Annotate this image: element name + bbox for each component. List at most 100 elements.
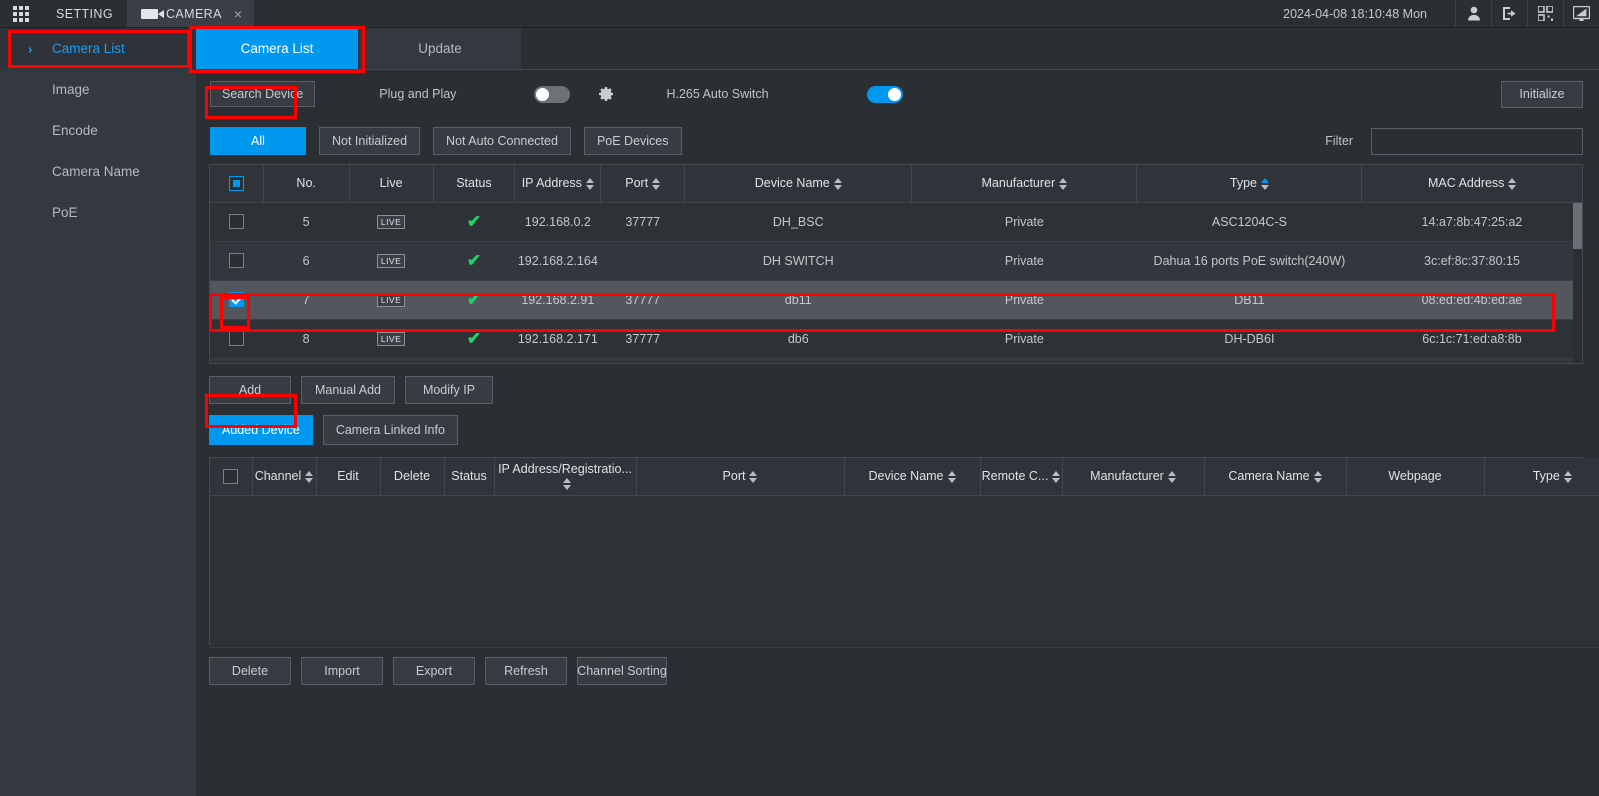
select-all-checkbox[interactable] — [223, 468, 239, 484]
sort-arrows-icon[interactable] — [1260, 177, 1269, 190]
sort-arrows-icon[interactable] — [585, 177, 594, 190]
column-header-remote-channel[interactable]: Remote C... — [980, 458, 1063, 496]
sidebar-item-encode[interactable]: Encode — [0, 110, 196, 151]
manual-add-button[interactable]: Manual Add — [301, 376, 395, 404]
user-icon[interactable] — [1455, 0, 1491, 27]
table-row[interactable]: 7 LIVE ✔ 192.168.2.91 37777 db11 Private… — [210, 280, 1582, 320]
sort-arrows-icon[interactable] — [749, 470, 758, 483]
column-header-ip-address-registration[interactable]: IP Address/Registratio... — [494, 458, 637, 496]
table-row[interactable]: 5 LIVE ✔ 192.168.0.2 37777 DH_BSC Privat… — [210, 202, 1582, 242]
sort-arrows-icon[interactable] — [652, 177, 661, 190]
initialize-button[interactable]: Initialize — [1501, 80, 1583, 108]
tab-setting[interactable]: SETTING — [42, 0, 127, 27]
refresh-button[interactable]: Refresh — [485, 657, 567, 685]
sort-arrows-icon[interactable] — [1167, 470, 1176, 483]
column-header-status[interactable]: Status — [433, 165, 516, 203]
column-header-device-name[interactable]: Device Name — [844, 458, 981, 496]
live-badge[interactable]: LIVE — [376, 292, 406, 308]
gear-icon[interactable] — [598, 86, 614, 102]
column-header-port[interactable]: Port — [636, 458, 845, 496]
column-header-webpage[interactable]: Webpage — [1346, 458, 1485, 496]
row-checkbox[interactable] — [229, 292, 245, 308]
filter-button-poe-devices[interactable]: PoE Devices — [583, 127, 682, 155]
filter-button-not-initialized[interactable]: Not Initialized — [319, 127, 421, 155]
import-button[interactable]: Import — [301, 657, 383, 685]
tab-added-device[interactable]: Added Device — [209, 415, 313, 445]
select-all-checkbox[interactable] — [228, 175, 244, 191]
sort-arrows-icon[interactable] — [1563, 470, 1572, 483]
column-header-ip-address[interactable]: IP Address — [514, 165, 602, 203]
tab-camera[interactable]: CAMERA × — [126, 0, 255, 27]
h265-auto-switch-toggle[interactable] — [866, 85, 903, 103]
tab-camera-linked-info[interactable]: Camera Linked Info — [322, 415, 458, 445]
sidebar-item-image[interactable]: Image — [0, 69, 196, 110]
sort-arrows-icon[interactable] — [1059, 177, 1068, 190]
live-badge[interactable]: LIVE — [376, 331, 406, 347]
column-header-delete[interactable]: Delete — [380, 458, 445, 496]
search-device-button[interactable]: Search Device — [210, 81, 316, 107]
delete-button[interactable]: Delete — [209, 657, 291, 685]
column-header-manufacturer[interactable]: Manufacturer — [1062, 458, 1205, 496]
tab-camera-list[interactable]: Camera List — [196, 28, 359, 69]
column-header-device-name[interactable]: Device Name — [684, 165, 913, 203]
sort-arrows-icon[interactable] — [947, 470, 956, 483]
row-select-cell[interactable] — [210, 202, 264, 242]
display-monitor-icon[interactable] — [1563, 0, 1599, 27]
plug-and-play-toggle[interactable] — [534, 85, 571, 103]
column-header-no[interactable]: No. — [263, 165, 350, 203]
sort-arrows-icon[interactable] — [833, 177, 842, 190]
sort-arrows-icon[interactable] — [1313, 470, 1322, 483]
column-header-live[interactable]: Live — [349, 165, 434, 203]
close-icon[interactable]: × — [233, 5, 243, 22]
row-select-cell[interactable] — [210, 280, 264, 320]
column-header-type[interactable]: Type — [1484, 458, 1599, 496]
cell-live[interactable]: LIVE — [349, 358, 434, 363]
logout-icon[interactable] — [1491, 0, 1527, 27]
column-header-status[interactable]: Status — [444, 458, 495, 496]
live-badge[interactable]: LIVE — [376, 214, 406, 230]
table-row[interactable]: 8 LIVE ✔ 192.168.2.171 37777 db6 Private… — [210, 319, 1582, 359]
sidebar-item-camera-list[interactable]: › Camera List — [0, 28, 196, 69]
row-select-cell[interactable] — [210, 241, 264, 281]
tab-update[interactable]: Update — [359, 28, 522, 69]
apps-menu-button[interactable] — [0, 0, 42, 27]
row-select-cell[interactable] — [210, 319, 264, 359]
row-checkbox[interactable] — [229, 253, 245, 269]
cell-live[interactable]: LIVE — [349, 202, 434, 242]
scrollbar-thumb[interactable] — [1573, 203, 1582, 249]
modify-ip-button[interactable]: Modify IP — [405, 376, 493, 404]
table-row-partial[interactable]: LIVE ✔ — [210, 358, 1582, 363]
qr-code-icon[interactable] — [1527, 0, 1563, 27]
sidebar-item-poe[interactable]: PoE — [0, 192, 196, 233]
table-row[interactable]: 6 LIVE ✔ 192.168.2.164 DH SWITCH Private… — [210, 241, 1582, 281]
sort-arrows-icon[interactable] — [563, 477, 571, 490]
column-header-mac-address[interactable]: MAC Address — [1361, 165, 1582, 203]
live-badge[interactable]: LIVE — [376, 253, 406, 269]
filter-button-not-auto-connected[interactable]: Not Auto Connected — [433, 127, 571, 155]
column-header-edit[interactable]: Edit — [316, 458, 381, 496]
select-all-header[interactable] — [210, 165, 264, 203]
cell-live[interactable]: LIVE — [349, 241, 434, 281]
device-table-scrollbar[interactable] — [1573, 203, 1582, 363]
row-select-cell[interactable] — [210, 358, 264, 363]
cell-live[interactable]: LIVE — [349, 280, 434, 320]
export-button[interactable]: Export — [393, 657, 475, 685]
channel-sorting-button[interactable]: Channel Sorting — [577, 657, 667, 685]
column-header-port[interactable]: Port — [600, 165, 686, 203]
row-checkbox[interactable] — [229, 331, 245, 347]
cell-live[interactable]: LIVE — [349, 319, 434, 359]
add-button[interactable]: Add — [209, 376, 291, 404]
cell-device-name: db11 — [684, 280, 912, 320]
column-header-camera-name[interactable]: Camera Name — [1204, 458, 1347, 496]
column-header-channel[interactable]: Channel — [252, 458, 317, 496]
sidebar-item-camera-name[interactable]: Camera Name — [0, 151, 196, 192]
select-all-header[interactable] — [210, 458, 253, 496]
filter-input[interactable] — [1371, 127, 1583, 155]
column-header-type[interactable]: Type — [1136, 165, 1363, 203]
sort-arrows-icon[interactable] — [1508, 177, 1517, 190]
sort-arrows-icon[interactable] — [305, 470, 314, 483]
sort-arrows-icon[interactable] — [1052, 470, 1061, 483]
row-checkbox[interactable] — [229, 214, 245, 230]
filter-button-all[interactable]: All — [210, 127, 306, 155]
column-header-manufacturer[interactable]: Manufacturer — [911, 165, 1138, 203]
